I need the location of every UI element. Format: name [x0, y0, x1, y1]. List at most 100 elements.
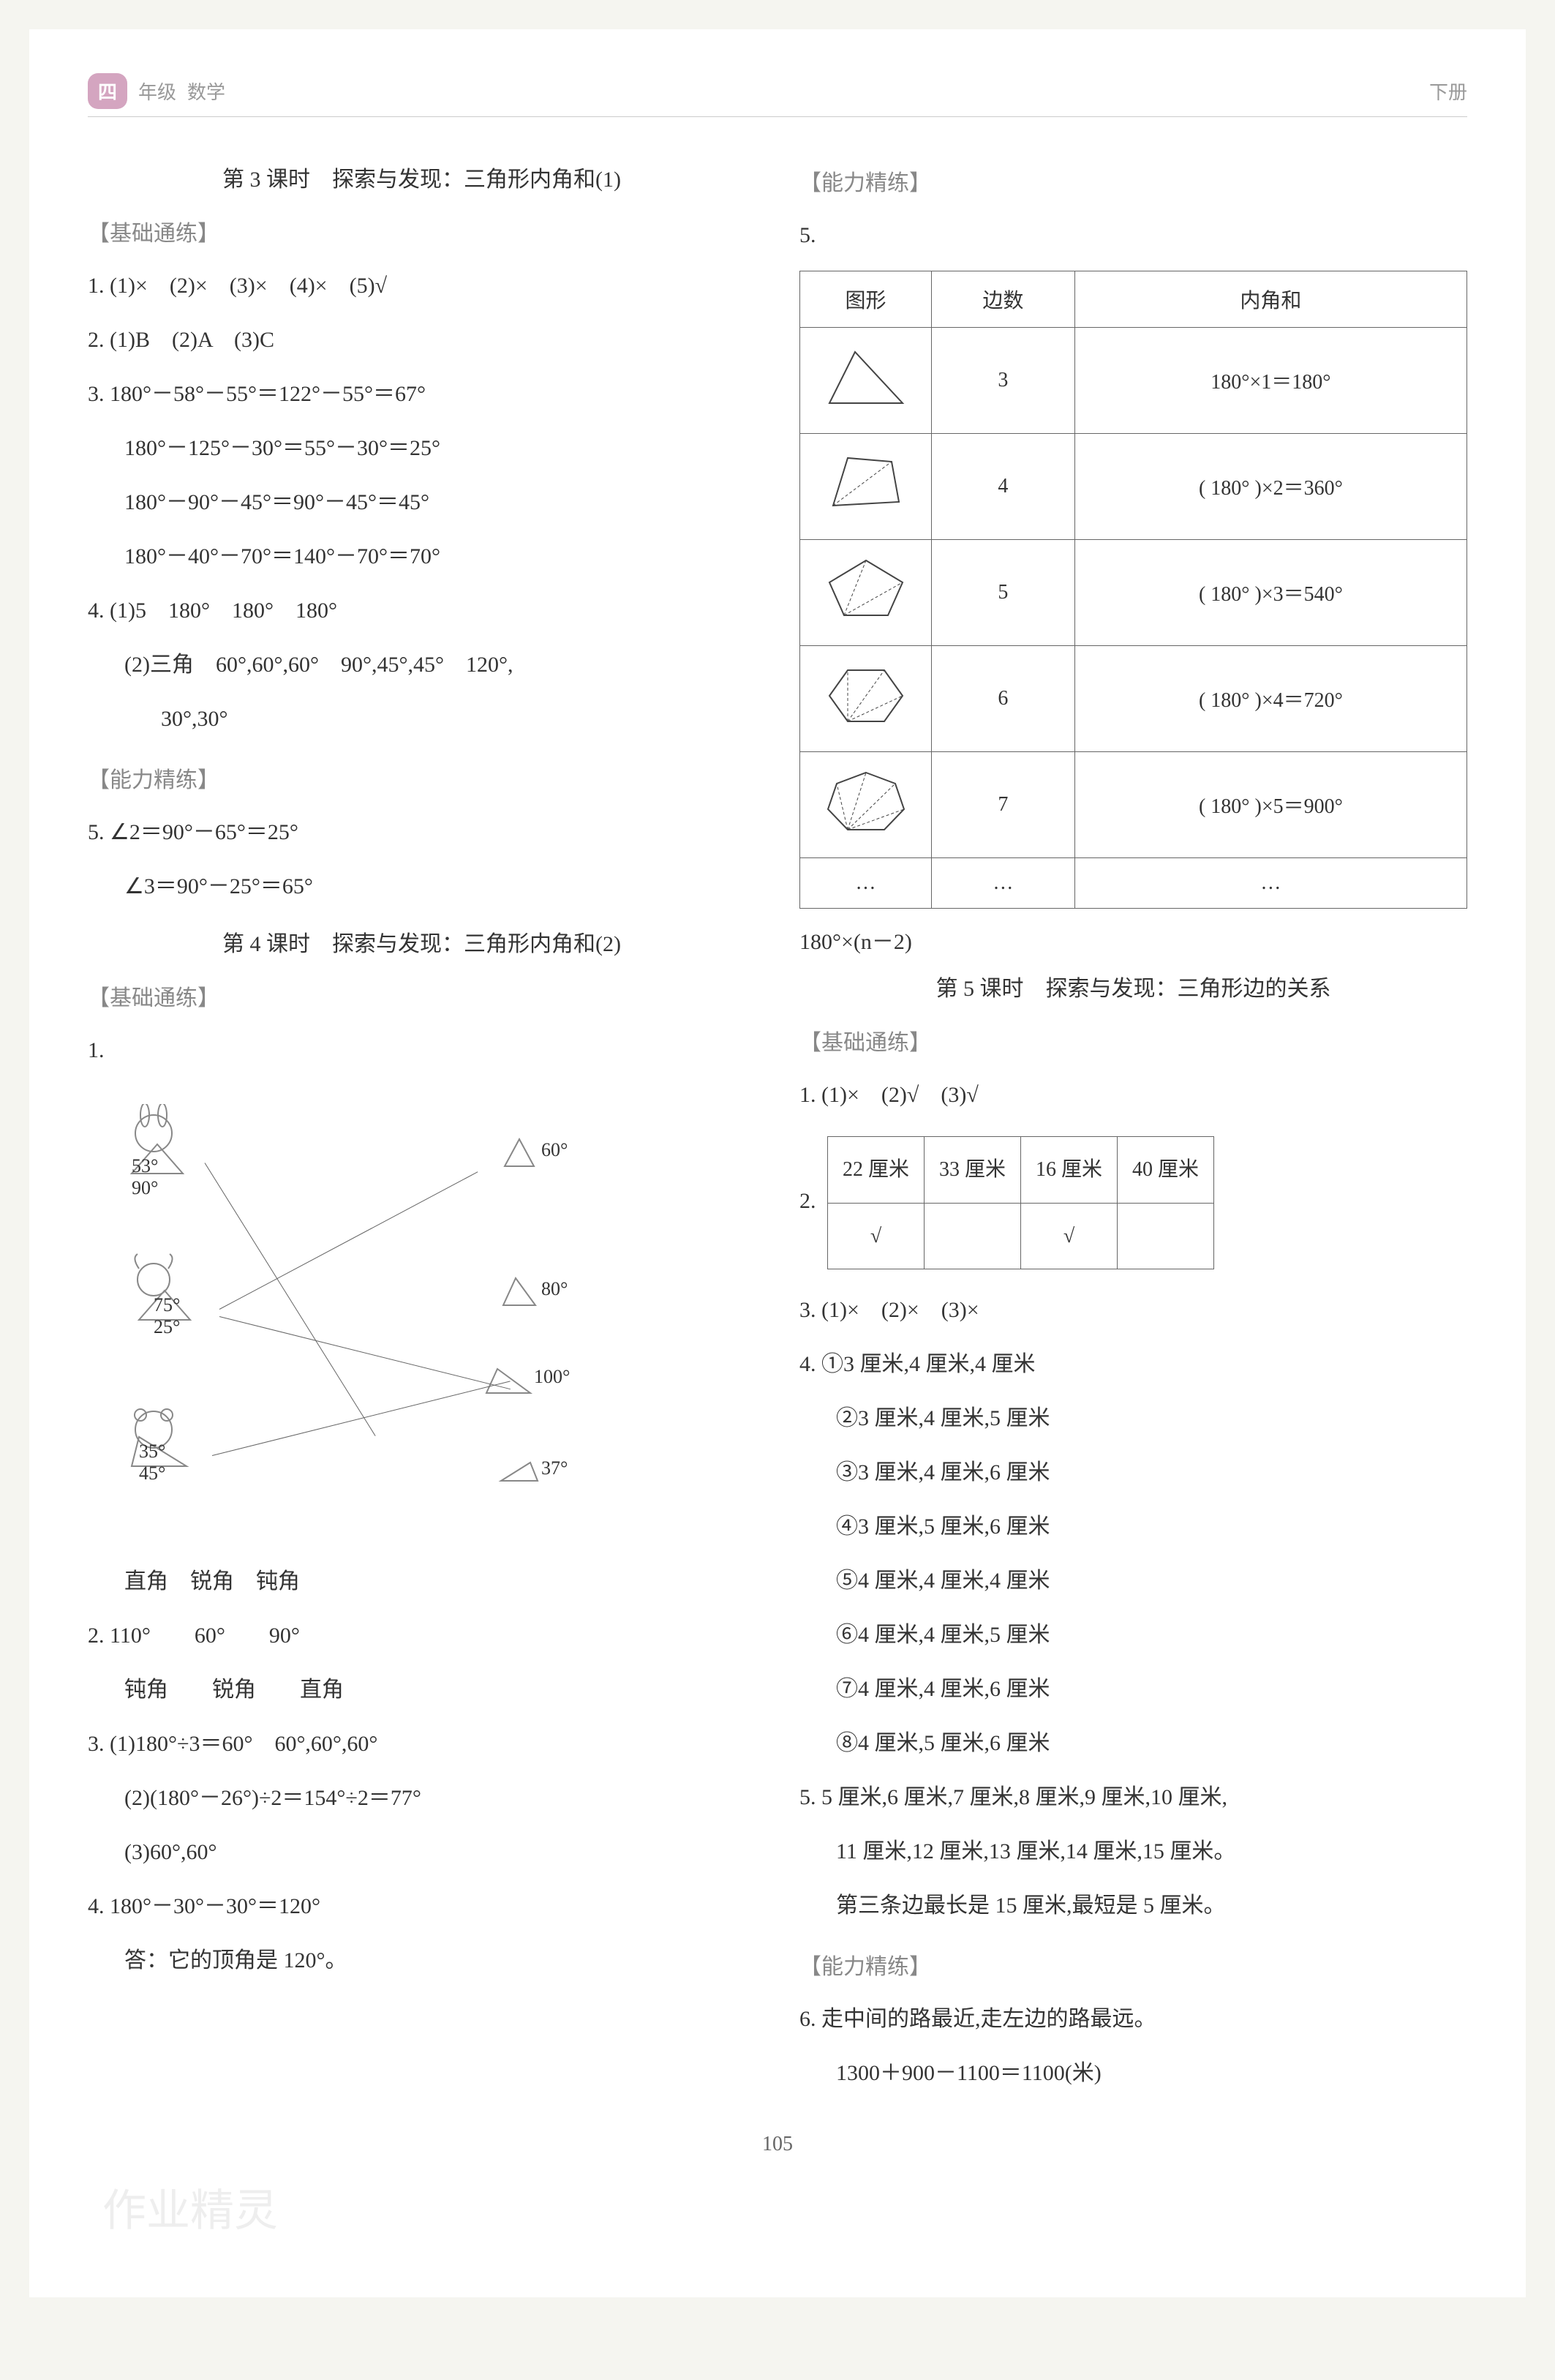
l5-q5-3: 第三条边最长是 15 厘米,最短是 5 厘米。 — [799, 1882, 1467, 1930]
grade-text: 年级 — [138, 78, 176, 105]
l5-q1: 1. (1)× (2)√ (3)√ — [799, 1071, 1467, 1119]
cm-header-row: 22 厘米 33 厘米 16 厘米 40 厘米 — [828, 1137, 1214, 1204]
polygon-table: 图形 边数 内角和 3 180°×1＝180° 4 ( 180° )×2＝360… — [799, 271, 1467, 909]
l4-q3-3: (3)60°,60° — [88, 1828, 756, 1877]
target-80: 80° — [497, 1272, 568, 1309]
sum-dots: … — [1074, 858, 1466, 909]
l3-q5-1: 5. ∠2＝90°－65°＝25° — [88, 808, 756, 857]
shape-quad — [800, 434, 932, 540]
l4-q3-2: (2)(180°－26°)÷2＝154°÷2＝77° — [88, 1774, 756, 1822]
cm-h2: 33 厘米 — [925, 1137, 1021, 1204]
page-number: 105 — [88, 2133, 1467, 2156]
match-line-3 — [219, 1316, 511, 1389]
grade-badge: 四 — [88, 73, 127, 109]
shape-heptagon — [800, 752, 932, 858]
watermark-1: 作业精灵 — [102, 2175, 278, 2239]
content-columns: 第 3 课时 探索与发现：三角形内角和(1) 【基础通练】 1. (1)× (2… — [88, 146, 1467, 2103]
l5-q4-5: ⑤4 厘米,4 厘米,4 厘米 — [799, 1557, 1467, 1605]
l3-q3-1: 3. 180°－58°－55°＝122°－55°＝67° — [88, 370, 756, 418]
th-sides: 边数 — [932, 271, 1075, 328]
angle-types: 直角 锐角 钝角 — [88, 1558, 756, 1606]
lesson3-title: 第 3 课时 探索与发现：三角形内角和(1) — [88, 161, 756, 193]
l5-q4-6: ⑥4 厘米,4 厘米,5 厘米 — [799, 1611, 1467, 1659]
l5-q4-8: ⑧4 厘米,5 厘米,6 厘米 — [799, 1719, 1467, 1768]
l4-q2-2: 钝角 锐角 直角 — [88, 1666, 756, 1714]
sides-dots: … — [932, 858, 1075, 909]
sides-7: 7 — [932, 752, 1075, 858]
target-37: 37° — [497, 1455, 568, 1484]
angle-label-2: 75°25° — [154, 1294, 180, 1338]
cm-h3: 16 厘米 — [1021, 1137, 1118, 1204]
basic-label-2: 【基础通练】 — [88, 980, 756, 1012]
l3-q3-2: 180°－125°－30°＝55°－30°＝25° — [88, 424, 756, 473]
th-shape: 图形 — [800, 271, 932, 328]
matching-diagram: 53°90° 75°25° 35°45° 60° 80° 100° — [88, 1089, 756, 1543]
match-line-2 — [219, 1171, 478, 1310]
cm-m3: √ — [1021, 1203, 1118, 1269]
cm-h1: 22 厘米 — [828, 1137, 925, 1204]
target-60: 60° — [497, 1133, 568, 1170]
lesson4-title: 第 4 课时 探索与发现：三角形内角和(2) — [88, 926, 756, 958]
l5-q4-1: 4. ①3 厘米,4 厘米,4 厘米 — [799, 1340, 1467, 1389]
th-sum: 内角和 — [1074, 271, 1466, 328]
basic-label-r: 【基础通练】 — [799, 1024, 1467, 1056]
r-q5-label: 5. — [799, 211, 1467, 260]
sum-7: ( 180° )×5＝900° — [1074, 752, 1466, 858]
match-line-4 — [212, 1381, 511, 1456]
right-column: 【能力精练】 5. 图形 边数 内角和 3 180°×1＝180° 4 — [799, 146, 1467, 2103]
l5-q5-1: 5. 5 厘米,6 厘米,7 厘米,8 厘米,9 厘米,10 厘米, — [799, 1773, 1467, 1822]
shape-pentagon — [800, 540, 932, 646]
cm-h4: 40 厘米 — [1118, 1137, 1214, 1204]
table-row: 5 ( 180° )×3＝540° — [800, 540, 1467, 646]
q5-num: 5. — [799, 223, 816, 247]
match-line-1 — [205, 1163, 376, 1436]
sides-5: 5 — [932, 540, 1075, 646]
l5-q3: 3. (1)× (2)× (3)× — [799, 1286, 1467, 1334]
sum-3: 180°×1＝180° — [1074, 328, 1466, 434]
table-row: 4 ( 180° )×2＝360° — [800, 434, 1467, 540]
angle-label-3: 35°45° — [139, 1441, 165, 1484]
subject-text: 数学 — [187, 78, 225, 105]
sides-6: 6 — [932, 646, 1075, 752]
angle-label-1: 53°90° — [132, 1155, 158, 1199]
l4-q4-2: 答：它的顶角是 120°。 — [88, 1937, 756, 1985]
l5-q4-2: ②3 厘米,4 厘米,5 厘米 — [799, 1394, 1467, 1443]
sum-6: ( 180° )×4＝720° — [1074, 646, 1466, 752]
l3-q4-3: 30°,30° — [88, 695, 756, 743]
sum-5: ( 180° )×3＝540° — [1074, 540, 1466, 646]
l5-q4-3: ③3 厘米,4 厘米,6 厘米 — [799, 1449, 1467, 1497]
l3-q4-1: 4. (1)5 180° 180° 180° — [88, 587, 756, 635]
l5-q6-1: 6. 走中间的路最近,走左边的路最远。 — [799, 1995, 1467, 2043]
l5-q6-2: 1300＋900－1100＝1100(米) — [799, 2049, 1467, 2098]
page-header: 四 年级 数学 下册 — [88, 73, 1467, 117]
table-header-row: 图形 边数 内角和 — [800, 271, 1467, 328]
l4-q3-1: 3. (1)180°÷3＝60° 60°,60°,60° — [88, 1720, 756, 1768]
cm-mark-row: √ √ — [828, 1203, 1214, 1269]
table-row: 3 180°×1＝180° — [800, 328, 1467, 434]
animal-rabbit — [117, 1104, 205, 1177]
l3-q1: 1. (1)× (2)× (3)× (4)× (5)√ — [88, 262, 756, 310]
table-row: 7 ( 180° )×5＝900° — [800, 752, 1467, 858]
cm-m4 — [1118, 1203, 1214, 1269]
l3-q2: 2. (1)B (2)A (3)C — [88, 316, 756, 364]
table-row: … … … — [800, 858, 1467, 909]
shape-hexagon — [800, 646, 932, 752]
cm-m2 — [925, 1203, 1021, 1269]
cm-table: 22 厘米 33 厘米 16 厘米 40 厘米 √ √ — [827, 1136, 1214, 1269]
page-container: 四 年级 数学 下册 第 3 课时 探索与发现：三角形内角和(1) 【基础通练】… — [29, 29, 1526, 2297]
l4-q4-1: 4. 180°－30°－30°＝120° — [88, 1882, 756, 1931]
ability-label-r2: 【能力精练】 — [799, 1948, 1467, 1981]
cm-m1: √ — [828, 1203, 925, 1269]
l3-q3-4: 180°－40°－70°＝140°－70°＝70° — [88, 533, 756, 581]
sum-4: ( 180° )×2＝360° — [1074, 434, 1466, 540]
ability-label-1: 【能力精练】 — [88, 762, 756, 794]
l4-q2-1: 2. 110° 60° 90° — [88, 1612, 756, 1660]
l4-q1-label: 1. — [88, 1026, 756, 1075]
basic-label-1: 【基础通练】 — [88, 215, 756, 247]
l5-q4-4: ④3 厘米,5 厘米,6 厘米 — [799, 1503, 1467, 1551]
table-row: 6 ( 180° )×4＝720° — [800, 646, 1467, 752]
shape-dots: … — [800, 858, 932, 909]
header-right: 下册 — [1429, 78, 1467, 105]
target-100: 100° — [483, 1360, 570, 1397]
header-left: 四 年级 数学 — [88, 73, 225, 109]
